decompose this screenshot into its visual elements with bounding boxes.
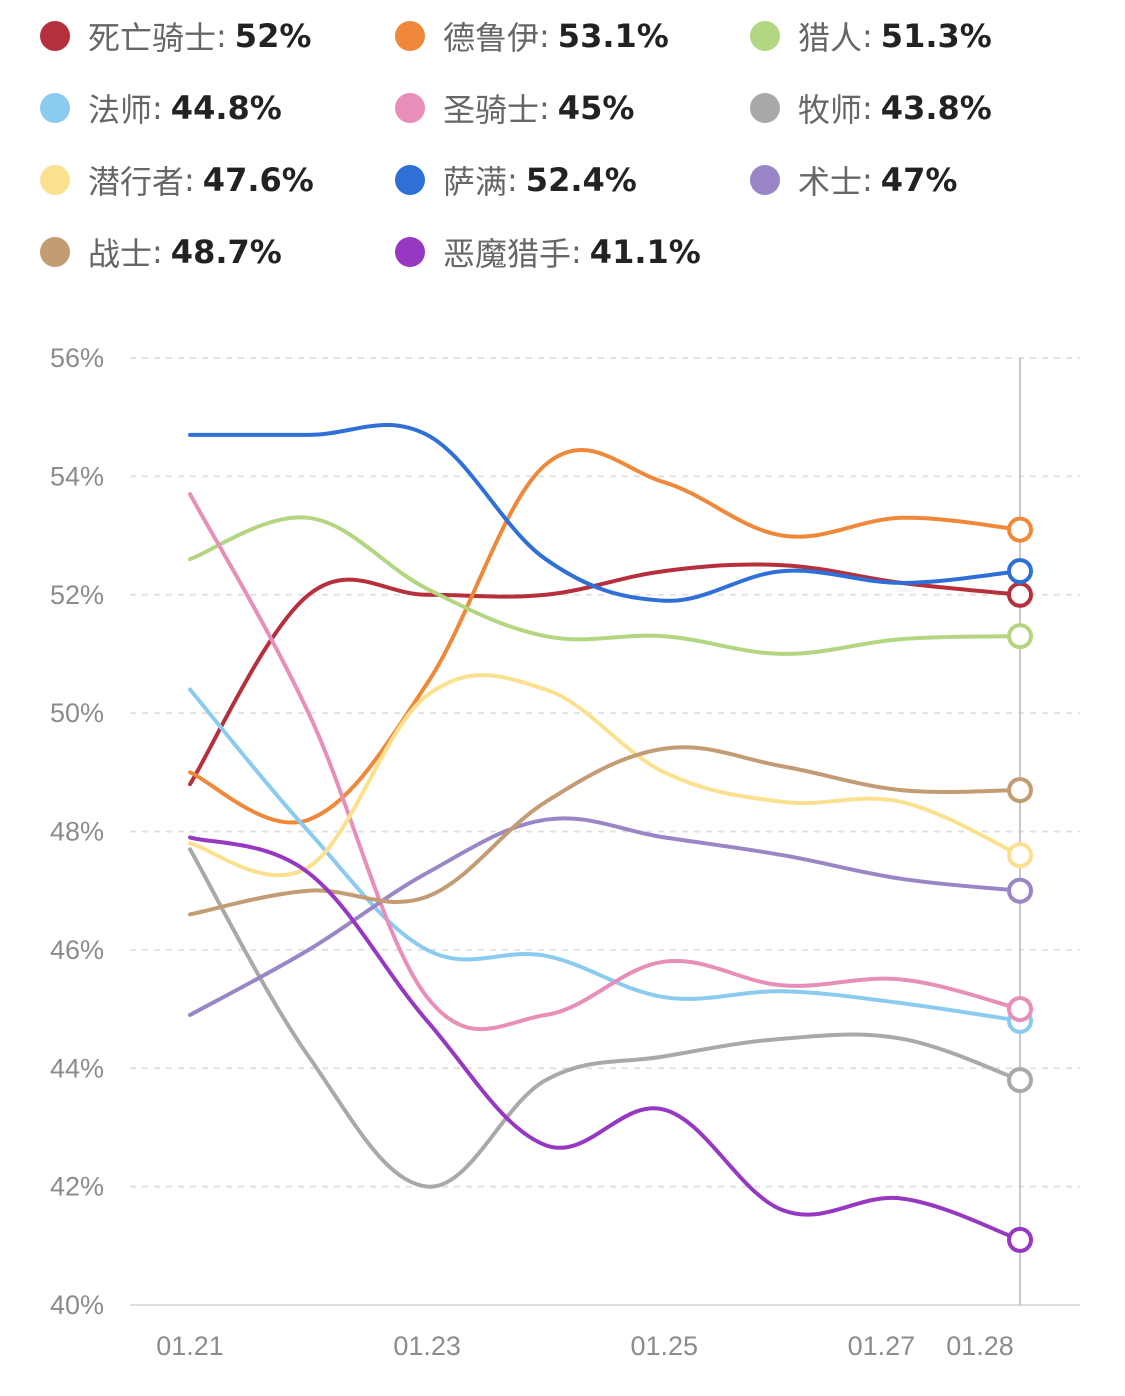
series-line: [188, 422, 1022, 603]
y-tick-label: 50%: [50, 698, 104, 728]
legend-item[interactable]: 德鲁伊:53.1%: [395, 14, 669, 58]
legend-item[interactable]: 死亡骑士:52%: [40, 14, 311, 58]
series-line: [188, 515, 1022, 656]
legend-color-dot-icon: [395, 237, 425, 267]
legend-series-name: 圣骑士: [443, 91, 540, 129]
legend-series-value: 47%: [880, 161, 958, 199]
legend-series-value: 53.1%: [557, 17, 669, 55]
legend-color-dot-icon: [395, 165, 425, 195]
series-line: [188, 492, 1022, 1032]
series-line: [188, 745, 1022, 917]
y-tick-label: 48%: [50, 817, 104, 847]
legend-color-dot-icon: [40, 165, 70, 195]
legend-separator: :: [152, 233, 163, 271]
series-end-marker: [1007, 623, 1033, 650]
legend-series-name: 恶魔猎手: [443, 235, 572, 273]
series-line: [188, 835, 1022, 1242]
legend-series-value: 41.1%: [589, 233, 701, 271]
legend-separator: :: [539, 17, 550, 55]
legend-item[interactable]: 恶魔猎手:41.1%: [395, 230, 701, 274]
legend-series-value: 43.8%: [880, 89, 992, 127]
legend-color-dot-icon: [750, 165, 780, 195]
legend-series-name: 战士: [88, 235, 153, 273]
series-line: [188, 562, 1022, 787]
legend-series-value: 51.3%: [880, 17, 992, 55]
legend-series-value: 48.7%: [170, 233, 282, 271]
legend-series-value: 52%: [234, 17, 312, 55]
series-line: [188, 687, 1022, 1023]
series-end-marker: [1007, 1067, 1033, 1094]
legend-item[interactable]: 潜行者:47.6%: [40, 158, 314, 202]
legend-series-name: 潜行者: [88, 163, 185, 201]
y-tick-label: 56%: [50, 343, 104, 373]
legend-color-dot-icon: [40, 93, 70, 123]
legend-series-value: 44.8%: [170, 89, 282, 127]
y-tick-label: 40%: [50, 1290, 104, 1320]
x-tick-label: 01.21: [156, 1331, 224, 1361]
legend-color-dot-icon: [395, 21, 425, 51]
y-tick-label: 52%: [50, 580, 104, 610]
legend-separator: :: [862, 161, 873, 199]
x-tick-label: 01.23: [393, 1331, 461, 1361]
legend-separator: :: [507, 161, 518, 199]
y-tick-label: 46%: [50, 935, 104, 965]
legend: 死亡骑士:52% 德鲁伊:53.1% 猎人:51.3% 法师:44.8% 圣骑士:45%…: [40, 14, 1120, 274]
series-end-marker: [1007, 777, 1033, 804]
legend-series-name: 德鲁伊: [443, 19, 540, 57]
legend-series-name: 牧师: [798, 91, 863, 129]
series-end-marker: [1007, 516, 1033, 543]
legend-item[interactable]: 圣骑士:45%: [395, 86, 634, 130]
series-end-marker: [1007, 877, 1033, 904]
legend-series-name: 萨满: [443, 163, 508, 201]
legend-color-dot-icon: [40, 237, 70, 267]
legend-series-name: 术士: [798, 163, 863, 201]
legend-item[interactable]: 法师:44.8%: [40, 86, 282, 130]
series-end-marker: [1007, 581, 1033, 608]
series-line: [188, 673, 1022, 878]
y-tick-label: 42%: [50, 1172, 104, 1202]
legend-series-name: 死亡骑士: [88, 19, 217, 57]
legend-item[interactable]: 猎人:51.3%: [750, 14, 992, 58]
legend-item[interactable]: 萨满:52.4%: [395, 158, 637, 202]
series-end-marker: [1007, 1226, 1033, 1253]
legend-separator: :: [216, 17, 227, 55]
legend-color-dot-icon: [395, 93, 425, 123]
series-line: [188, 447, 1022, 825]
legend-series-value: 47.6%: [202, 161, 314, 199]
y-tick-label: 44%: [50, 1053, 104, 1083]
legend-color-dot-icon: [750, 93, 780, 123]
series-line: [188, 847, 1022, 1189]
legend-item[interactable]: 战士:48.7%: [40, 230, 282, 274]
legend-series-name: 法师: [88, 91, 153, 129]
series-end-marker: [1007, 842, 1033, 869]
x-tick-label: 01.28: [946, 1331, 1014, 1361]
x-tick-label: 01.25: [630, 1331, 698, 1361]
legend-separator: :: [862, 17, 873, 55]
legend-separator: :: [539, 89, 550, 127]
legend-item[interactable]: 牧师:43.8%: [750, 86, 992, 130]
legend-series-value: 45%: [557, 89, 635, 127]
legend-color-dot-icon: [750, 21, 780, 51]
series-end-marker: [1007, 558, 1033, 585]
legend-series-name: 猎人: [798, 19, 863, 57]
legend-separator: :: [571, 233, 582, 271]
series-line: [188, 816, 1022, 1017]
y-tick-label: 54%: [50, 461, 104, 491]
legend-color-dot-icon: [40, 21, 70, 51]
legend-item[interactable]: 术士:47%: [750, 158, 957, 202]
series-end-marker: [1007, 996, 1033, 1023]
legend-separator: :: [152, 89, 163, 127]
legend-separator: :: [184, 161, 195, 199]
x-tick-label: 01.27: [848, 1331, 916, 1361]
legend-series-value: 52.4%: [525, 161, 637, 199]
legend-separator: :: [862, 89, 873, 127]
